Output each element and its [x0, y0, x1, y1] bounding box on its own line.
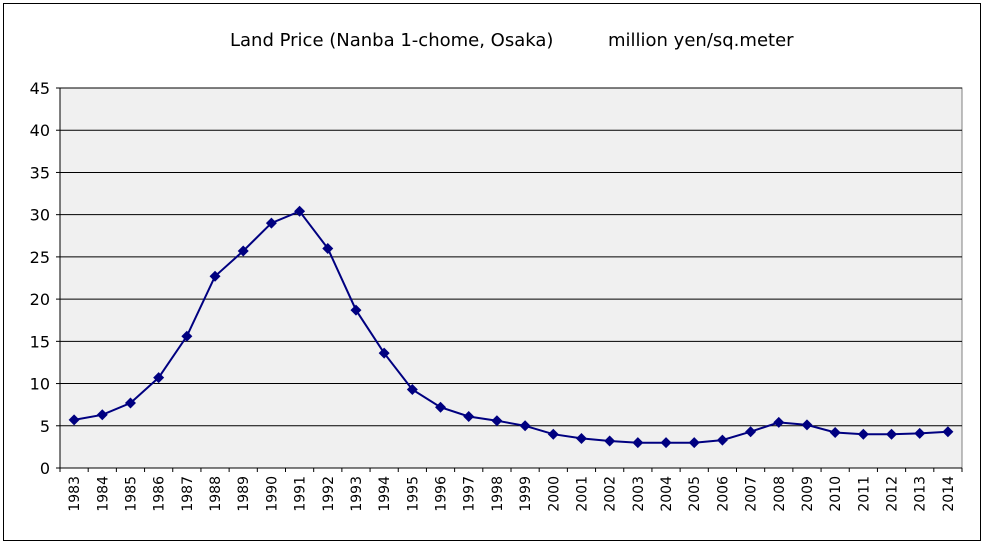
- unit-label: million yen/sq.meter: [608, 30, 794, 51]
- y-tick-label: 40: [30, 121, 50, 140]
- chart-frame: Land Price (Nanba 1-chome, Osaka) millio…: [3, 3, 981, 541]
- data-point-marker: [294, 205, 306, 217]
- x-tick-label: 1987: [180, 476, 196, 512]
- y-tick-label: 45: [30, 79, 50, 98]
- x-tick-label: 1992: [321, 476, 337, 512]
- x-tick-label: 2007: [744, 476, 760, 512]
- x-tick-label: 1996: [434, 476, 450, 512]
- x-tick-label: 1984: [95, 476, 111, 512]
- x-tick-label: 2013: [913, 476, 929, 512]
- data-point-marker: [547, 428, 559, 440]
- x-tick-label: 1998: [490, 476, 506, 512]
- data-point-marker: [914, 427, 926, 439]
- data-point-marker: [378, 347, 390, 359]
- y-tick-label: 35: [30, 163, 50, 182]
- x-tick-label: 2008: [772, 476, 788, 512]
- data-point-marker: [716, 434, 728, 446]
- y-axis-ticks: 0 5 10 15 20 25 30 35 40 45: [30, 79, 60, 478]
- data-point-marker: [322, 242, 334, 254]
- data-point-marker: [124, 397, 136, 409]
- x-tick-label: 1994: [377, 476, 393, 512]
- x-tick-label: 2011: [856, 476, 872, 512]
- x-tick-label: 2001: [574, 476, 590, 512]
- data-point-marker: [68, 414, 80, 426]
- x-tick-label: 1995: [405, 476, 421, 512]
- x-tick-label: 1997: [462, 476, 478, 512]
- x-tick-label: 1986: [152, 476, 168, 512]
- y-tick-label: 5: [40, 417, 50, 436]
- chart-title: Land Price (Nanba 1-chome, Osaka): [230, 30, 553, 51]
- data-point-marker: [632, 437, 644, 449]
- data-point-marker: [519, 420, 531, 432]
- data-point-marker: [237, 245, 249, 257]
- data-point-marker: [801, 419, 813, 431]
- data-point-marker: [688, 437, 700, 449]
- data-point-marker: [745, 426, 757, 438]
- data-point-marker: [406, 383, 418, 395]
- x-tick-label: 2009: [800, 476, 816, 512]
- data-point-marker: [463, 410, 475, 422]
- x-tick-label: 2006: [715, 476, 731, 512]
- x-tick-label: 1991: [293, 476, 309, 512]
- x-tick-label: 1983: [67, 476, 83, 512]
- data-point-marker: [209, 270, 221, 282]
- data-point-marker: [604, 435, 616, 447]
- data-point-marker: [829, 427, 841, 439]
- data-point-marker: [265, 217, 277, 229]
- data-point-marker: [435, 401, 447, 413]
- x-tick-label: 1985: [123, 476, 139, 512]
- data-point-marker: [181, 330, 193, 342]
- x-tick-label: 2005: [687, 476, 703, 512]
- data-point-marker: [773, 416, 785, 428]
- data-point-marker: [857, 428, 869, 440]
- x-tick-label: 1999: [518, 476, 534, 512]
- x-tick-label: 2003: [631, 476, 647, 512]
- x-tick-label: 2010: [828, 476, 844, 512]
- data-point-marker: [96, 409, 108, 421]
- gridlines: [59, 87, 962, 469]
- data-point-marker: [350, 304, 362, 316]
- x-tick-label: 1993: [349, 476, 365, 512]
- plot-area: [59, 87, 963, 469]
- y-tick-label: 25: [30, 248, 50, 267]
- x-tick-label: 2002: [603, 476, 619, 512]
- y-tick-label: 15: [30, 332, 50, 351]
- x-tick-label: 2014: [941, 476, 957, 512]
- x-tick-label: 2004: [659, 476, 675, 512]
- y-tick-label: 30: [30, 206, 50, 225]
- x-tick-label: 2012: [885, 476, 901, 512]
- y-tick-label: 20: [30, 290, 50, 309]
- data-point-marker: [942, 426, 954, 438]
- data-point-marker: [491, 415, 503, 427]
- series-markers: [68, 205, 954, 449]
- y-tick-label: 0: [40, 459, 50, 478]
- line-chart: Land Price (Nanba 1-chome, Osaka) millio…: [30, 30, 963, 512]
- x-tick-label: 1990: [264, 476, 280, 512]
- data-point-marker: [575, 432, 587, 444]
- data-point-marker: [153, 372, 165, 384]
- x-tick-label: 2000: [546, 476, 562, 512]
- data-point-marker: [886, 428, 898, 440]
- data-point-marker: [660, 437, 672, 449]
- x-tick-label: 1988: [208, 476, 224, 512]
- x-axis-ticks: 1983 1984 1985 1986 1987 1988 1989 1990 1991 1992…: [59, 468, 963, 512]
- x-tick-label: 1989: [236, 476, 252, 512]
- y-tick-label: 10: [30, 375, 50, 394]
